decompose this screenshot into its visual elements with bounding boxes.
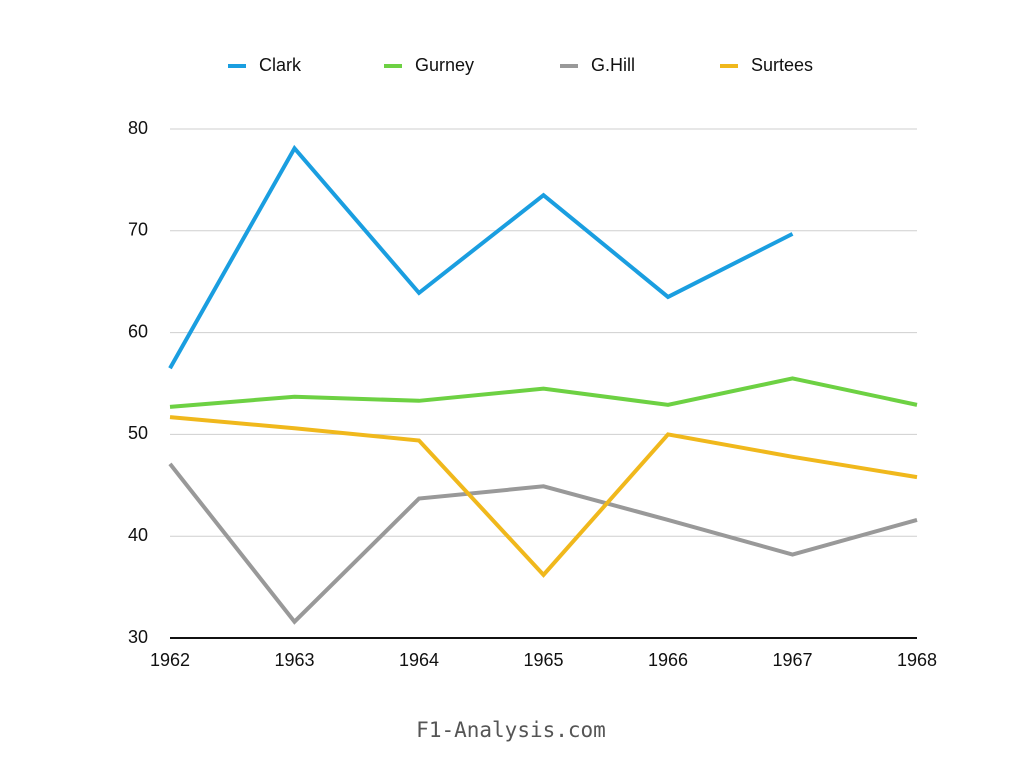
x-tick-label: 1966 bbox=[648, 650, 688, 670]
series-line bbox=[169, 376, 918, 409]
legend-label: Surtees bbox=[751, 55, 813, 75]
x-tick-label: 1965 bbox=[523, 650, 563, 670]
x-tick-label: 1962 bbox=[150, 650, 190, 670]
y-tick-label: 50 bbox=[128, 423, 148, 443]
y-tick-label: 30 bbox=[128, 627, 148, 647]
x-tick-label: 1968 bbox=[897, 650, 937, 670]
y-tick-label: 70 bbox=[128, 220, 148, 240]
legend-label: Clark bbox=[259, 55, 302, 75]
x-tick-label: 1964 bbox=[399, 650, 439, 670]
series-line bbox=[168, 462, 918, 625]
y-tick-label: 40 bbox=[128, 525, 148, 545]
legend-label: Gurney bbox=[415, 55, 474, 75]
y-tick-label: 60 bbox=[128, 321, 148, 341]
x-tick-label: 1963 bbox=[274, 650, 314, 670]
legend-label: G.Hill bbox=[591, 55, 635, 75]
x-tick-label: 1967 bbox=[772, 650, 812, 670]
y-tick-label: 80 bbox=[128, 118, 148, 138]
source: F1-Analysis.com bbox=[416, 718, 606, 742]
series-line bbox=[169, 415, 918, 578]
series-line bbox=[168, 144, 794, 370]
